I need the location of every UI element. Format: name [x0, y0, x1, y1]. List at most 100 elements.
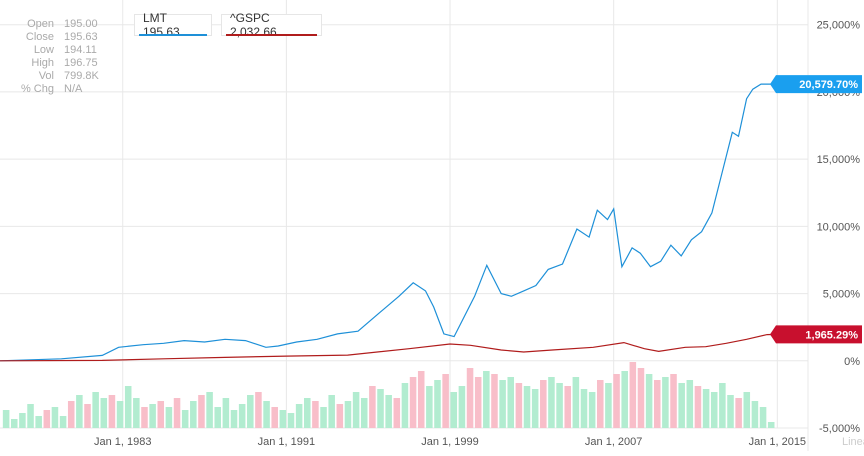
volume-bar	[629, 362, 637, 428]
quote-row: % Chg N/A	[14, 83, 99, 96]
legend-gspc-swatch	[226, 34, 317, 36]
volume-bar	[238, 404, 246, 428]
volume-bar	[621, 371, 628, 428]
volume-bar	[100, 398, 108, 428]
volume-bar	[743, 392, 751, 428]
volume-bar	[360, 398, 368, 428]
volume-bar	[491, 374, 498, 428]
volume-bar	[369, 386, 376, 428]
volume-bar	[352, 392, 360, 428]
quote-label: High	[31, 57, 54, 69]
y-tick-label: 0%	[844, 356, 860, 368]
volume-bar	[540, 380, 547, 428]
scale-mode-label[interactable]: Linear	[842, 436, 864, 448]
volume-bar	[702, 389, 710, 428]
volume-bar	[59, 416, 67, 428]
volume-bar	[483, 371, 490, 428]
quote-label: Vol	[38, 70, 54, 82]
volume-bar	[751, 401, 759, 428]
volume-bar	[409, 377, 417, 428]
volume-bar	[255, 392, 262, 428]
volume-bar	[767, 422, 775, 428]
legend-gspc[interactable]: ^GSPC 2,032.66	[221, 11, 322, 39]
volume-bar	[2, 410, 10, 428]
volume-bar	[670, 374, 677, 428]
volume-bar	[759, 407, 767, 428]
grid-lines	[0, 0, 809, 451]
volume-bar	[507, 377, 515, 428]
volume-bar	[597, 380, 604, 428]
volume-bar	[710, 392, 718, 428]
price-series	[0, 83, 778, 362]
last-value-badge	[770, 325, 862, 344]
y-tick-label: 5,000%	[823, 289, 861, 301]
volume-bar	[67, 401, 75, 428]
volume-bar	[605, 383, 612, 428]
volume-bar	[247, 395, 254, 428]
volume-bar	[263, 401, 270, 428]
volume-bar	[735, 398, 742, 428]
volume-bar	[434, 380, 441, 428]
quote-label: % Chg	[20, 83, 54, 95]
volume-bar	[686, 380, 694, 428]
volume-bar	[694, 386, 702, 428]
y-tick-label: -5,000%	[819, 423, 860, 435]
volume-bar	[222, 398, 230, 428]
volume-bar	[108, 395, 116, 428]
legend-lmt-swatch	[139, 34, 207, 36]
volume-bar	[190, 401, 197, 428]
quote-row: High 196.75	[14, 57, 99, 70]
volume-bar	[295, 404, 303, 428]
volume-bar	[320, 407, 327, 428]
volume-bar	[499, 380, 506, 428]
volume-bar	[466, 368, 474, 428]
volume-bar	[206, 392, 213, 428]
quote-row: Vol 799.8K	[14, 70, 99, 83]
volume-bar	[426, 386, 433, 428]
volume-bar	[344, 401, 352, 428]
volume-bar	[92, 392, 99, 428]
volume-bar	[303, 398, 311, 428]
volume-bar	[417, 371, 425, 428]
volume-bar	[662, 377, 669, 428]
volume-bar	[564, 386, 571, 428]
volume-bar	[84, 404, 91, 428]
volume-bar	[76, 395, 83, 428]
y-tick-label: 10,000%	[817, 221, 861, 233]
volume-bar	[133, 398, 140, 428]
volume-bar	[580, 389, 588, 428]
volume-bar	[165, 407, 173, 428]
quote-value: 196.75	[64, 57, 98, 69]
volume-bar	[271, 407, 278, 428]
volume-bar	[653, 380, 661, 428]
volume-bar	[548, 377, 555, 428]
volume-bar	[523, 386, 531, 428]
volume-bar	[442, 374, 449, 428]
x-tick-label: Jan 1, 1999	[421, 436, 479, 448]
volume-bars	[2, 362, 775, 428]
quote-row: Open 195.00	[14, 18, 99, 31]
quote-label: Open	[27, 18, 54, 30]
volume-bar	[287, 413, 295, 428]
volume-bar	[198, 395, 205, 428]
volume-bar	[531, 389, 539, 428]
x-tick-label: Jan 1, 1983	[94, 436, 152, 448]
x-tick-label: Jan 1, 2015	[749, 436, 807, 448]
series-line-gspc	[0, 333, 778, 362]
quote-panel: Open 195.00 Close 195.63 Low 194.11 High 196.75…	[14, 18, 99, 96]
quote-value: 195.00	[64, 18, 98, 30]
volume-bar	[328, 395, 335, 428]
volume-bar	[385, 395, 392, 428]
volume-bar	[124, 386, 132, 428]
volume-bar	[157, 401, 165, 428]
legend-lmt[interactable]: LMT 195.63	[134, 11, 212, 39]
y-tick-label: 15,000%	[817, 154, 861, 166]
volume-bar	[556, 383, 563, 428]
quote-label: Close	[25, 31, 54, 43]
series-line-lmt	[0, 83, 778, 362]
quote-value: 194.11	[64, 44, 97, 56]
volume-bar	[336, 404, 344, 428]
volume-bar	[458, 386, 466, 428]
